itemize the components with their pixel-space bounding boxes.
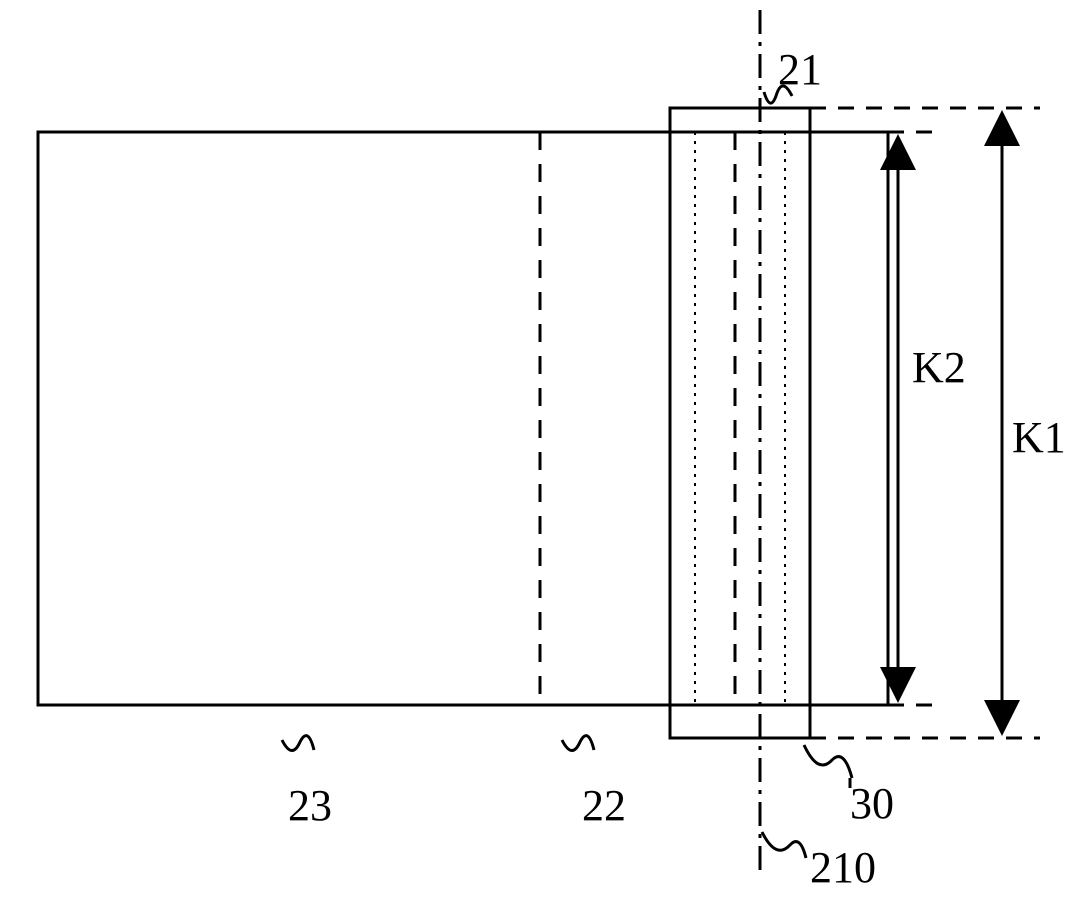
diagram-svg — [0, 0, 1078, 919]
label-23: 23 — [288, 780, 332, 831]
slit-rect — [670, 108, 810, 738]
label-22: 22 — [582, 780, 626, 831]
label-k1: K1 — [1012, 412, 1066, 463]
label-21: 21 — [778, 44, 822, 95]
leader-30 — [804, 745, 852, 778]
leader-22 — [562, 736, 594, 751]
leader-210 — [762, 832, 806, 858]
label-k2: K2 — [912, 342, 966, 393]
label-210: 210 — [810, 842, 876, 893]
leader-23 — [282, 736, 314, 751]
label-30: 30 — [850, 778, 894, 829]
